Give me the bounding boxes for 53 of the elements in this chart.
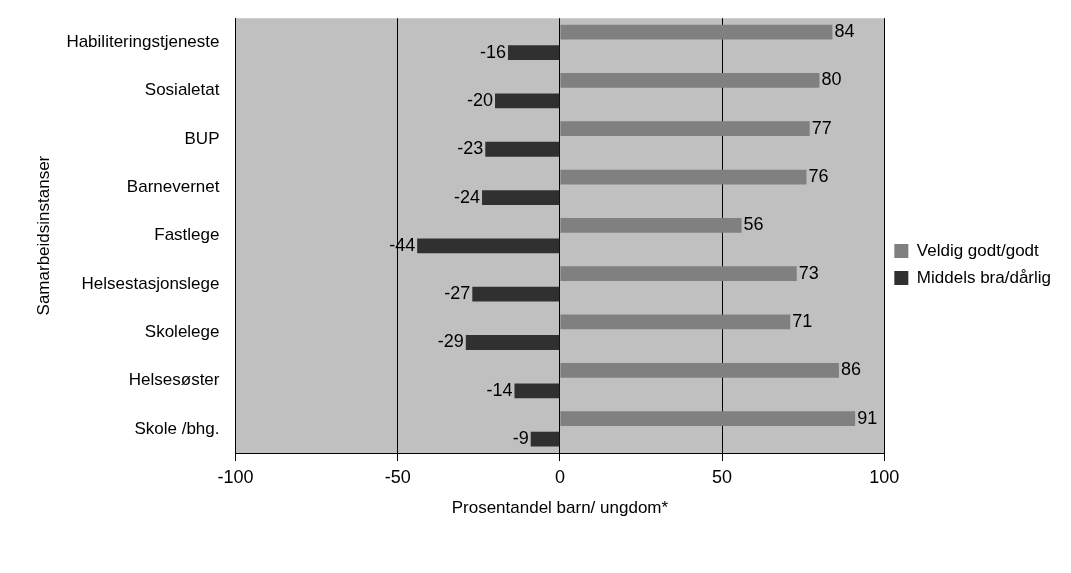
x-tick-label: -100 (217, 466, 254, 487)
y-tick-label: BUP (184, 128, 220, 148)
y-tick-label: Habiliteringstjeneste (66, 32, 220, 52)
bar (560, 217, 742, 233)
data-label: 71 (792, 310, 813, 331)
data-label: -16 (479, 41, 506, 62)
y-tick-label: Barnevernet (126, 176, 220, 196)
data-label: 77 (811, 117, 832, 138)
data-label: -27 (444, 283, 471, 304)
bar (560, 169, 807, 185)
bar (485, 141, 560, 157)
bar (560, 362, 839, 378)
y-tick-label: Fastlege (154, 225, 220, 245)
y-tick-label: Skole /bhg. (134, 418, 220, 438)
bar (560, 314, 791, 330)
legend-label: Veldig godt/godt (916, 240, 1040, 260)
legend-label: Middels bra/dårlig (916, 267, 1052, 287)
data-label: 80 (821, 69, 842, 90)
bar (560, 24, 833, 40)
data-label: -24 (454, 186, 481, 207)
x-tick-label: 0 (554, 466, 565, 487)
bar (508, 45, 560, 61)
data-label: -9 (512, 428, 529, 449)
bar (560, 266, 797, 282)
x-axis-title: Prosentandel barn/ ungdom* (451, 498, 669, 518)
data-label: 86 (840, 359, 861, 380)
y-tick-label: Sosialetat (144, 80, 220, 100)
data-label: 73 (798, 262, 819, 283)
data-label: 56 (743, 214, 764, 235)
x-tick-label: 100 (869, 466, 900, 487)
data-label: -29 (437, 331, 464, 352)
bar (560, 121, 810, 137)
y-tick-label: Skolelege (144, 321, 220, 341)
bar (560, 411, 856, 426)
bar (560, 73, 820, 88)
data-label: -14 (486, 379, 513, 400)
data-label: 84 (834, 21, 855, 42)
bar (482, 190, 560, 205)
y-tick-label: Helsesøster (128, 370, 220, 390)
data-label: 91 (857, 407, 878, 428)
bar (514, 383, 560, 399)
bar (495, 93, 560, 109)
bar (472, 286, 560, 302)
data-label: 76 (808, 165, 829, 186)
data-label: -23 (457, 138, 484, 159)
data-label: -20 (467, 89, 494, 110)
x-tick-label: -50 (384, 466, 411, 487)
bar (465, 335, 560, 350)
y-axis-title: Samarbeidsinstanser (33, 155, 53, 316)
y-tick-label: Helsestasjonslege (81, 273, 220, 293)
bar (530, 431, 560, 447)
x-tick-label: 50 (712, 466, 733, 487)
bar (417, 238, 560, 254)
